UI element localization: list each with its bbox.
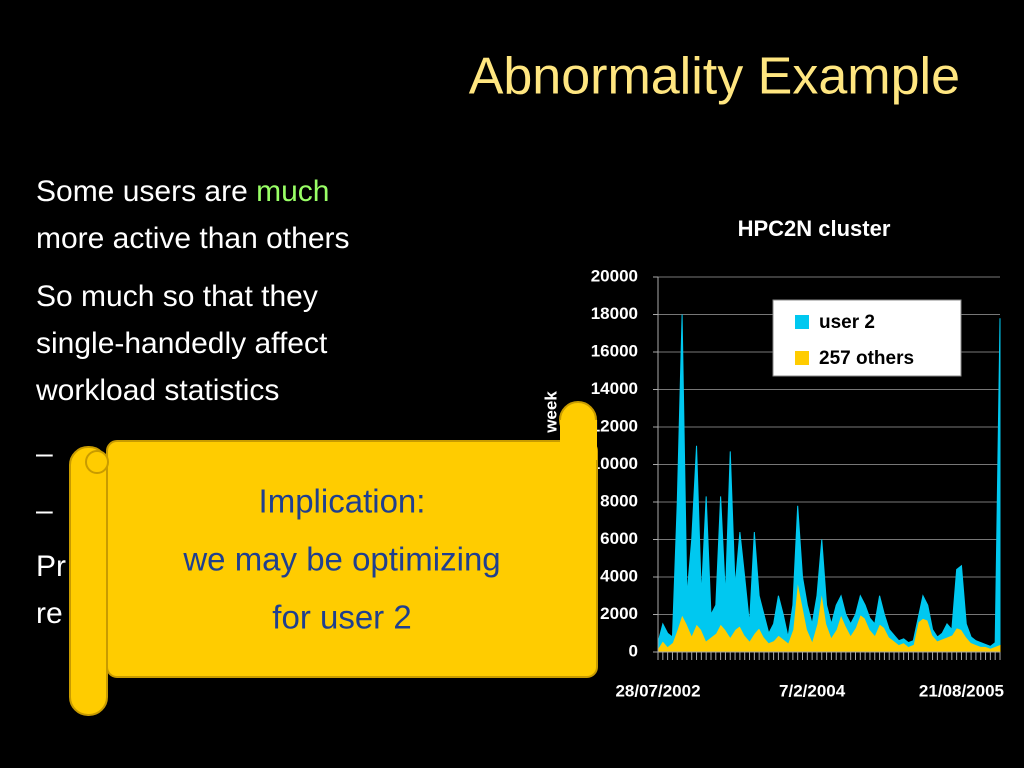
text-run: Some users are <box>36 175 256 208</box>
text-run: – <box>36 494 53 527</box>
y-tick-label: 14000 <box>591 379 638 398</box>
bullet-list: Some users are much more active than othe… <box>35 175 350 630</box>
bullet-line: re <box>36 597 63 630</box>
legend-swatch <box>795 315 809 329</box>
bullet-line: So much so that they <box>36 280 318 313</box>
bullet-line: single-handedly affect <box>36 327 328 360</box>
y-tick-label: 10000 <box>591 454 638 473</box>
y-tick-label: 0 <box>629 641 638 660</box>
y-tick-label: 20000 <box>591 266 638 285</box>
text-run: much <box>256 175 329 208</box>
bullet-line: Some users are much <box>36 175 329 208</box>
y-tick-label: 2000 <box>600 604 638 623</box>
y-tick-label: 12000 <box>591 416 638 435</box>
y-tick-label: 4000 <box>600 566 638 585</box>
callout-line: for user 2 <box>272 599 411 636</box>
callout-scroll: Implication: we may be optimizing for user… <box>69 401 598 716</box>
x-tick-label: 21/08/2005 <box>919 681 1004 700</box>
y-tick-label: 8000 <box>600 491 638 510</box>
bullet-line: – <box>36 494 53 527</box>
chart-title: HPC2N cluster <box>738 216 891 241</box>
scroll-curl-join <box>560 420 597 460</box>
text-run: workload statistics <box>35 374 279 407</box>
legend-label: user 2 <box>819 312 875 333</box>
text-run: re <box>36 597 63 630</box>
legend-label: 257 others <box>819 348 914 369</box>
text-run: – <box>36 437 53 470</box>
legend-swatch <box>795 351 809 365</box>
text-run: Pr <box>36 550 66 583</box>
x-tick-label: 28/07/2002 <box>615 681 700 700</box>
x-tick-label: 7/2/2004 <box>779 681 846 700</box>
chart: HPC2N cluster week 0 2000 4000 6000 8000 10000 1… <box>541 216 1004 701</box>
scroll-roll <box>69 446 108 716</box>
text-run: more active than others <box>36 222 350 255</box>
text-run: single-handedly affect <box>36 327 328 360</box>
text-run: So much so that they <box>36 280 318 313</box>
scroll-curl <box>85 450 109 474</box>
callout-line: Implication: <box>259 483 426 520</box>
bullet-line: workload statistics <box>35 374 279 407</box>
bullet-line: – <box>36 437 53 470</box>
slide-title: Abnormality Example <box>469 48 960 106</box>
area <box>657 314 1001 650</box>
callout-line: we may be optimizing <box>182 541 500 578</box>
y-tick-label: 16000 <box>591 341 638 360</box>
bullet-line: Pr <box>36 550 66 583</box>
y-tick-label: 6000 <box>600 529 638 548</box>
bullet-line: more active than others <box>36 222 350 255</box>
y-axis-label: week <box>541 391 560 434</box>
y-tick-label: 18000 <box>591 304 638 323</box>
